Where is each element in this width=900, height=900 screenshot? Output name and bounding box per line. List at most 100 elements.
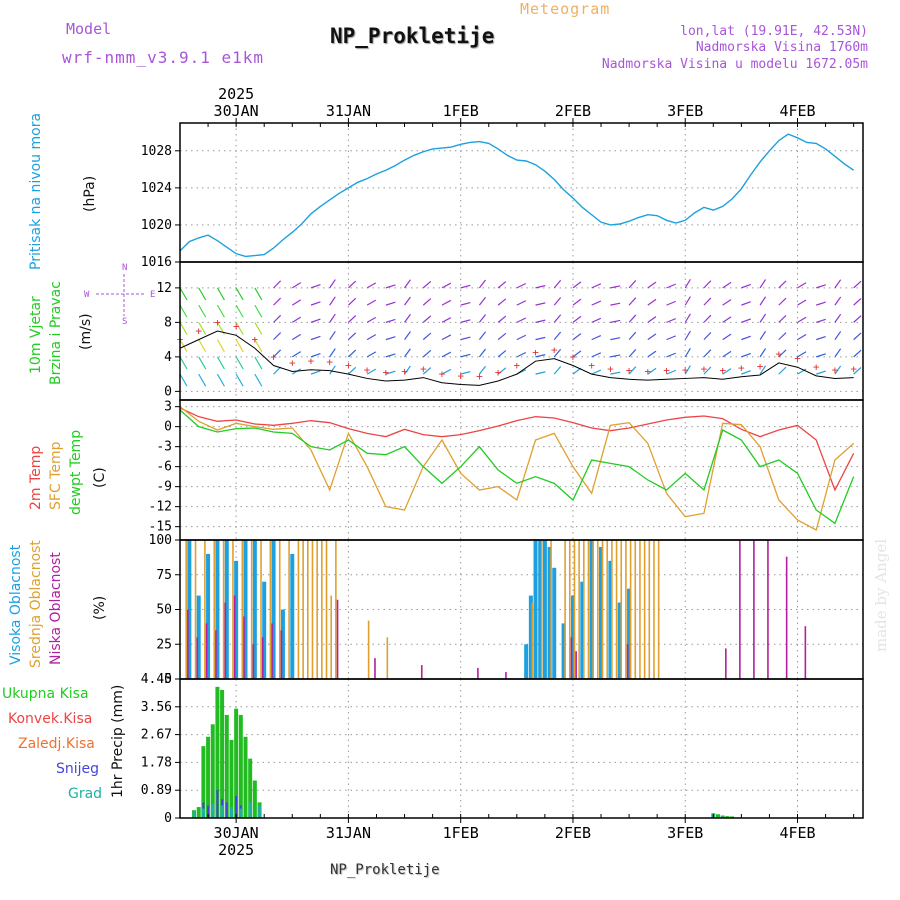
station-altitude: Nadmorska Visina 1760m bbox=[695, 40, 868, 55]
wind-barb bbox=[610, 371, 621, 375]
wind-barb bbox=[179, 287, 188, 301]
y-tick-label: 50 bbox=[156, 603, 172, 618]
wind-barb bbox=[572, 315, 582, 323]
low-cloud-bar bbox=[804, 626, 807, 679]
low-cloud-bar bbox=[271, 623, 273, 679]
mid-cloud-bar bbox=[278, 540, 281, 679]
high-cloud-bar bbox=[196, 595, 201, 679]
wind-barb bbox=[853, 366, 862, 375]
wind-barb bbox=[198, 287, 207, 301]
high-cloud-bar bbox=[224, 540, 229, 679]
graupel-bar bbox=[201, 808, 205, 818]
wind-barb bbox=[703, 314, 712, 323]
wind-barb bbox=[516, 300, 527, 306]
wind-barb bbox=[291, 299, 302, 306]
wind-barb bbox=[553, 348, 562, 358]
wind-barb bbox=[666, 283, 677, 289]
wind-barb bbox=[273, 280, 282, 289]
mid-cloud-bar bbox=[269, 540, 272, 679]
wind-barb bbox=[422, 280, 432, 289]
gust-marker: + bbox=[439, 368, 446, 381]
gust-marker: + bbox=[570, 350, 577, 363]
panel-frame-pressure bbox=[179, 122, 864, 263]
low-cloud-bar bbox=[224, 602, 227, 679]
y-tick-label: 100 bbox=[149, 533, 172, 548]
gust-marker: + bbox=[345, 359, 352, 372]
y-tick-label: 0.89 bbox=[141, 783, 172, 798]
wind-barb bbox=[853, 297, 862, 306]
model-label: Model bbox=[66, 20, 112, 38]
wind-barb bbox=[647, 367, 657, 375]
t2m-line bbox=[179, 407, 855, 492]
wind-barb bbox=[722, 316, 732, 323]
mid-cloud-bar bbox=[648, 540, 651, 679]
wind-barb bbox=[741, 370, 751, 375]
wind-barb bbox=[553, 366, 562, 375]
wind-barb bbox=[422, 315, 432, 323]
wind-barb bbox=[610, 354, 621, 358]
high-cloud-bar bbox=[538, 540, 543, 679]
mid-cloud-bar bbox=[550, 540, 552, 679]
wind-barb bbox=[647, 316, 657, 323]
mid-cloud-bar bbox=[611, 540, 613, 679]
y-tick-label: -6 bbox=[156, 460, 172, 475]
gust-marker: + bbox=[383, 366, 390, 379]
mid-cloud-bar bbox=[657, 540, 660, 679]
wind-barb bbox=[610, 302, 621, 306]
meteogram-label: Meteogram bbox=[520, 0, 611, 18]
wind-barb bbox=[329, 313, 336, 323]
wind-barb bbox=[273, 332, 282, 341]
wind-barb bbox=[778, 349, 787, 358]
y-tick-label: -3 bbox=[156, 440, 172, 455]
panel-frame-temp bbox=[179, 399, 864, 541]
low-cloud-bar bbox=[753, 540, 755, 679]
wind-barb bbox=[497, 298, 507, 306]
wind-barb bbox=[816, 370, 826, 375]
snow-bar bbox=[216, 789, 219, 818]
gust-marker: + bbox=[626, 364, 633, 377]
wind-barb bbox=[385, 318, 396, 323]
wind-barb bbox=[460, 353, 471, 358]
mid-cloud-bar bbox=[367, 620, 370, 679]
wind-barb bbox=[273, 349, 282, 358]
wind-barb bbox=[610, 285, 621, 289]
wind-barb bbox=[703, 349, 712, 358]
wind-barb bbox=[329, 296, 336, 306]
graupel-bar bbox=[220, 805, 224, 818]
legend-conv-precip: Konvek.Kisa bbox=[8, 711, 93, 727]
dewpt-line bbox=[179, 409, 855, 525]
y-tick-label: 12 bbox=[156, 281, 172, 296]
high-cloud-bar bbox=[589, 540, 594, 679]
wind-barb bbox=[610, 337, 621, 341]
wind-barb bbox=[816, 335, 826, 341]
low-cloud-bar bbox=[187, 609, 189, 679]
wind-barb bbox=[497, 350, 507, 358]
high-cloud-bar bbox=[533, 540, 538, 679]
wind-barb bbox=[759, 365, 767, 375]
gust-marker: + bbox=[270, 350, 277, 363]
total-precip-bar bbox=[243, 736, 248, 818]
wind-barb bbox=[647, 281, 657, 289]
wind-barb bbox=[329, 279, 336, 289]
wind-barb bbox=[591, 369, 602, 375]
high-cloud-bar bbox=[627, 588, 632, 679]
mid-cloud-bar bbox=[629, 540, 632, 679]
total-precip-bar bbox=[201, 746, 206, 818]
wind-barb bbox=[759, 313, 767, 323]
wind-barb bbox=[759, 330, 767, 340]
wind-barb bbox=[610, 319, 621, 323]
wind-barb bbox=[235, 287, 244, 301]
gust-marker: + bbox=[195, 324, 202, 337]
mid-cloud-bar bbox=[250, 540, 253, 679]
low-cloud-bar bbox=[477, 667, 479, 679]
graupel-bar bbox=[192, 811, 196, 818]
gust-marker: + bbox=[850, 362, 857, 375]
wind-barb bbox=[291, 351, 302, 358]
top-year-label: 2025 bbox=[218, 85, 254, 103]
wind-barb bbox=[516, 317, 527, 323]
wind-barb bbox=[666, 318, 677, 323]
low-cloud-bar bbox=[205, 623, 208, 679]
wind-barb bbox=[572, 350, 582, 358]
wind-barb bbox=[348, 349, 357, 358]
wind-barb bbox=[834, 279, 842, 289]
